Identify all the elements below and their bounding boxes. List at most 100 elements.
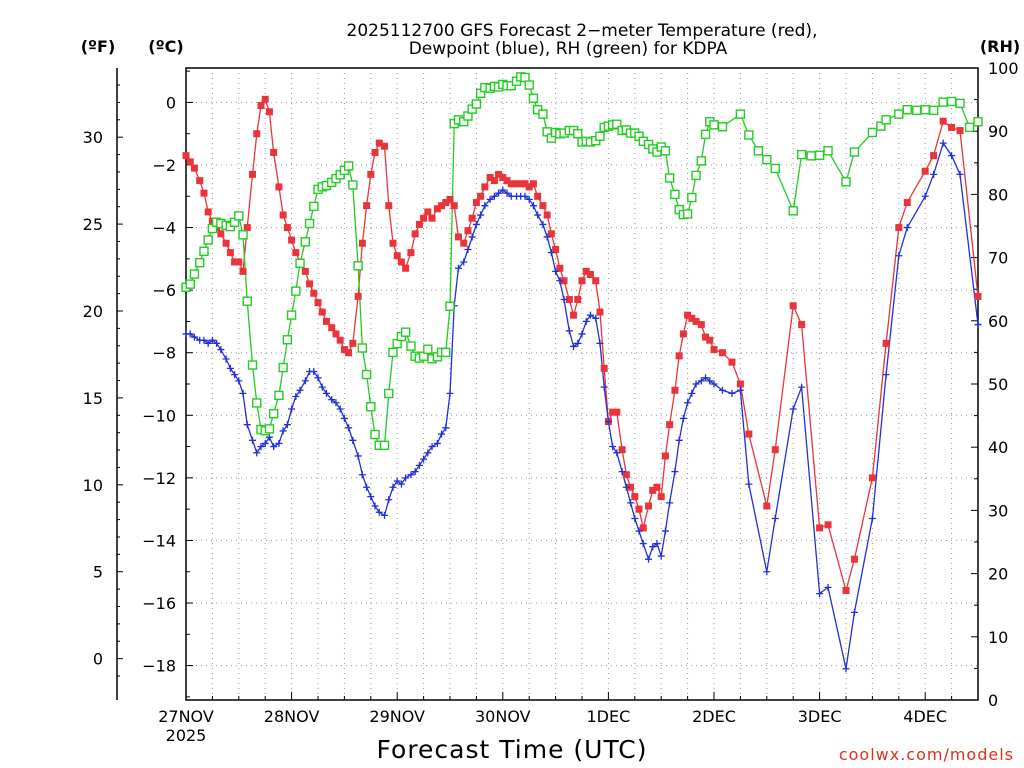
- dewpoint-point: [556, 277, 564, 285]
- temperature-point: [789, 302, 797, 310]
- temperature-point: [358, 239, 366, 247]
- temperature-point: [688, 314, 696, 322]
- rh-point: [806, 151, 816, 161]
- rh-point: [252, 398, 262, 408]
- rh-point: [573, 129, 583, 139]
- temperature-point: [381, 142, 389, 150]
- dewpoint-point: [684, 399, 692, 407]
- temperature-point: [702, 333, 710, 341]
- x-tick-label: 4DEC: [903, 707, 947, 726]
- temperature-point: [675, 352, 683, 360]
- dewpoint-point: [529, 202, 537, 210]
- temperature-point: [921, 167, 929, 175]
- temperature-point: [288, 236, 296, 244]
- temperature-point: [486, 174, 494, 182]
- dewpoint-point: [745, 480, 753, 488]
- temperature-point: [310, 289, 318, 297]
- dewpoint-point: [490, 192, 498, 200]
- temperature-point: [596, 308, 604, 316]
- dewpoint-point: [371, 502, 379, 510]
- temperature-point: [582, 267, 590, 275]
- temperature-point: [609, 408, 617, 416]
- celsius-tick-label: −16: [142, 594, 176, 613]
- dewpoint-point: [296, 386, 304, 394]
- dewpoint-point: [661, 527, 669, 535]
- dewpoint-point: [375, 508, 383, 516]
- temperature-point: [565, 296, 573, 304]
- rh-tick-label: 20: [988, 565, 1008, 584]
- temperature-point: [692, 317, 700, 325]
- dewpoint-point: [592, 314, 600, 322]
- dewpoint-point: [340, 414, 348, 422]
- dewpoint-point: [204, 339, 212, 347]
- fahrenheit-tick-label: 30: [83, 128, 103, 147]
- celsius-tick-label: −18: [142, 657, 176, 676]
- rh-point: [894, 109, 904, 119]
- rh-point: [343, 161, 354, 171]
- dewpoint-point: [974, 321, 982, 329]
- dewpoint-point: [460, 258, 468, 266]
- dewpoint-point: [702, 374, 710, 382]
- dewpoint-point: [363, 483, 371, 491]
- dewpoint-point: [627, 499, 635, 507]
- dewpoint-point: [446, 389, 454, 397]
- rh-point: [286, 310, 297, 320]
- rh-point: [353, 261, 363, 271]
- temperature-point: [552, 245, 560, 253]
- dewpoint-point: [534, 211, 542, 219]
- dewpoint-point: [539, 220, 547, 228]
- dewpoint-point: [283, 421, 291, 429]
- dewpoint-point: [288, 405, 296, 413]
- rh-point: [770, 163, 780, 174]
- rh-point: [388, 347, 398, 358]
- dewpoint-point: [301, 377, 309, 385]
- dewpoint-point: [850, 608, 858, 616]
- dewpoint-point: [948, 152, 956, 160]
- temperature-point: [265, 108, 273, 116]
- rh-point: [278, 362, 288, 373]
- temperature-point: [495, 170, 503, 178]
- rh-point: [199, 246, 209, 256]
- dewpoint-point: [956, 170, 964, 178]
- dewpoint-point: [433, 439, 441, 447]
- dewpoint-point: [657, 552, 665, 560]
- temperature-point: [578, 277, 586, 285]
- dewpoint-point: [292, 393, 300, 401]
- dewpoint-point: [688, 389, 696, 397]
- dewpoint-point: [578, 330, 586, 338]
- dewpoint-point: [322, 389, 330, 397]
- x-tick-label: 28NOV: [264, 707, 320, 726]
- dewpoint-point: [261, 439, 269, 447]
- rh-point: [300, 237, 311, 247]
- temperature-point: [736, 380, 744, 388]
- rh-point: [238, 230, 248, 240]
- rh-point: [445, 301, 455, 311]
- temperature-point: [411, 230, 419, 238]
- rh-tick-label: 70: [988, 249, 1008, 268]
- dewpoint-point: [424, 449, 432, 457]
- unit-label-celsius: (ºC): [148, 37, 183, 56]
- temperature-point: [684, 311, 692, 319]
- dewpoint-point: [279, 427, 287, 435]
- rh-point: [520, 72, 530, 83]
- temperature-point: [939, 117, 947, 125]
- celsius-tick-label: −14: [142, 531, 176, 550]
- temperature-point: [389, 239, 397, 247]
- dewpoint-point: [816, 590, 824, 598]
- rh-point: [709, 120, 719, 130]
- temperature-point: [270, 148, 278, 156]
- x-tick-label: 3DEC: [798, 707, 842, 726]
- dewpoint-point: [671, 468, 679, 476]
- temperature-point: [200, 189, 208, 197]
- temperature-point: [402, 264, 410, 272]
- dewpoint-point: [411, 468, 419, 476]
- dewpoint-point: [653, 540, 661, 548]
- dewpoint-point: [481, 202, 489, 210]
- temperature-point: [868, 474, 876, 482]
- rh-point: [357, 343, 368, 353]
- dewpoint-point: [692, 380, 700, 388]
- chart-axes: [116, 67, 979, 701]
- temperature-point: [424, 208, 432, 216]
- temperature-point: [345, 349, 353, 357]
